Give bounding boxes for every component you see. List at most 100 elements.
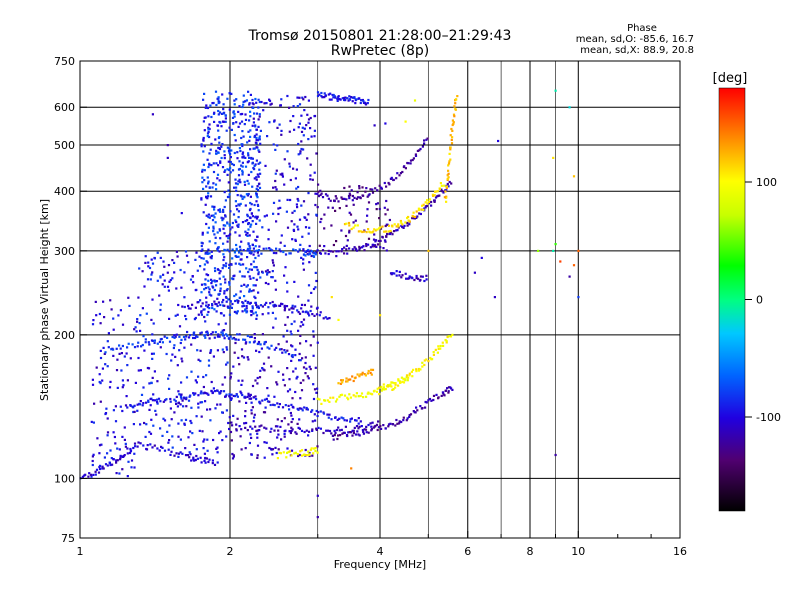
cluster-point <box>373 233 376 236</box>
trace-point <box>261 399 264 402</box>
cluster-point <box>307 118 311 121</box>
scatter-point <box>166 156 169 159</box>
trace-point <box>372 426 375 429</box>
cluster-point <box>276 436 279 439</box>
cluster-point <box>226 240 229 243</box>
trace-point <box>331 434 334 437</box>
trace-point <box>292 406 295 409</box>
trace-point <box>269 403 272 407</box>
cluster-point <box>221 267 224 270</box>
cluster-point <box>212 112 216 115</box>
cluster-point <box>233 151 236 155</box>
trace-point <box>394 382 397 385</box>
trace-point <box>371 393 374 396</box>
cluster-point <box>189 453 192 456</box>
trace-point <box>269 430 272 433</box>
cluster-point <box>187 399 191 402</box>
trace-point <box>214 331 217 334</box>
cluster-point <box>213 120 216 123</box>
cluster-point <box>126 379 129 382</box>
cluster-point <box>239 390 242 393</box>
cluster-point <box>209 349 213 352</box>
cluster-point <box>126 475 129 478</box>
cluster-point <box>277 207 280 210</box>
cluster-point <box>233 274 236 277</box>
cluster-point <box>214 236 217 239</box>
trace-point <box>305 429 308 432</box>
cluster-point <box>235 293 238 296</box>
trace-point <box>166 336 169 339</box>
cluster-point <box>163 419 167 422</box>
cluster-point <box>245 401 248 404</box>
trace-point <box>293 452 296 455</box>
cluster-point <box>249 277 252 280</box>
trace-point <box>211 303 214 306</box>
trace-point <box>240 252 243 255</box>
cluster-point <box>253 147 256 150</box>
cluster-point <box>180 286 183 289</box>
cluster-point <box>354 219 357 222</box>
cluster-point <box>214 138 217 141</box>
trace-point <box>352 379 355 383</box>
trace-point <box>322 412 326 415</box>
cluster-point <box>205 195 208 198</box>
cluster-point <box>253 295 256 298</box>
cluster-point <box>234 231 237 234</box>
cluster-point <box>299 152 302 155</box>
cluster-point <box>311 178 314 181</box>
cluster-point <box>229 377 232 380</box>
cluster-point <box>159 303 162 306</box>
trace-point <box>391 423 395 426</box>
cluster-point <box>305 124 308 127</box>
trace-point <box>354 248 358 251</box>
trace-point <box>403 165 406 168</box>
cluster-point <box>216 297 219 300</box>
trace-point <box>242 338 245 341</box>
trace-point <box>284 351 287 354</box>
cluster-point <box>212 101 215 105</box>
cluster-point <box>311 420 314 423</box>
cluster-point <box>276 383 279 386</box>
cluster-point <box>237 223 240 226</box>
cluster-point <box>155 413 158 416</box>
cluster-point <box>252 253 255 256</box>
trace-point <box>266 400 270 403</box>
cluster-point <box>124 442 127 445</box>
cluster-point <box>218 432 221 435</box>
trace-point <box>228 250 231 253</box>
cluster-point <box>241 165 244 168</box>
cluster-point <box>280 234 283 237</box>
trace-point <box>346 380 349 383</box>
cluster-point <box>255 317 258 320</box>
cluster-point <box>221 120 225 123</box>
cluster-point <box>275 220 278 223</box>
cluster-point <box>312 287 316 291</box>
trace-point <box>263 341 266 344</box>
cluster-point <box>202 136 205 140</box>
cluster-point <box>151 298 154 301</box>
cluster-point <box>217 164 220 167</box>
trace-point <box>127 342 130 345</box>
cluster-point <box>226 248 229 251</box>
trace-point <box>437 345 440 348</box>
cluster-point <box>242 135 245 138</box>
cluster-point <box>242 155 245 158</box>
trace-point <box>343 252 346 255</box>
trace-point <box>399 381 402 384</box>
trace-point <box>367 423 370 427</box>
cluster-point <box>286 226 290 229</box>
cluster-point <box>203 92 206 95</box>
trace-point <box>370 429 373 432</box>
trace-point <box>257 249 261 252</box>
trace-point <box>417 277 420 280</box>
cluster-point <box>290 322 293 326</box>
trace-point <box>399 172 402 175</box>
cluster-point <box>229 396 232 399</box>
trace-point <box>451 119 454 122</box>
cluster-point <box>250 170 253 174</box>
trace-point <box>350 96 353 99</box>
trace-point <box>371 191 375 194</box>
cluster-point <box>298 312 302 315</box>
cluster-point <box>256 444 260 447</box>
trace-point <box>133 442 137 445</box>
